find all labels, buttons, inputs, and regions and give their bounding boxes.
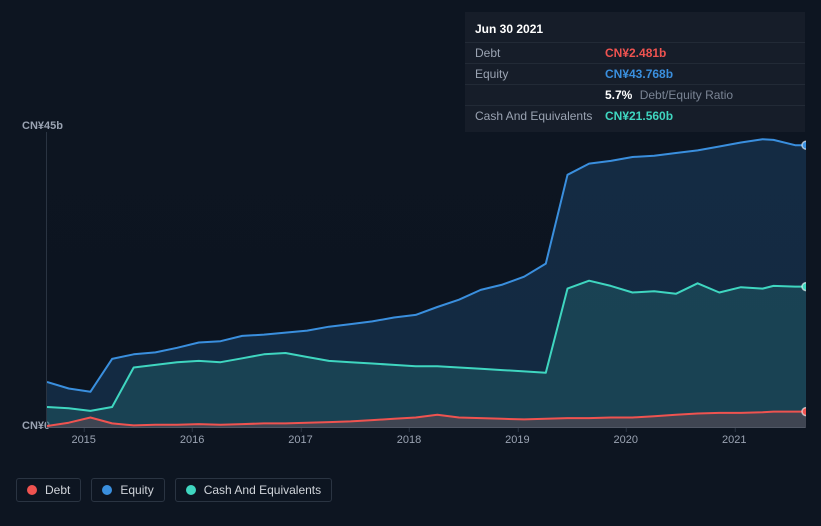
- tooltip-row-debt: Debt CN¥2.481b: [465, 42, 805, 63]
- swatch-debt: [27, 485, 37, 495]
- tooltip-row-ratio: 5.7% Debt/Equity Ratio: [465, 84, 805, 105]
- legend-item-equity[interactable]: Equity: [91, 478, 164, 502]
- tooltip-value: CN¥43.768b: [605, 67, 673, 81]
- x-tick: 2020: [614, 434, 638, 446]
- chart-tooltip: Jun 30 2021 Debt CN¥2.481b Equity CN¥43.…: [465, 12, 805, 132]
- legend-item-debt[interactable]: Debt: [16, 478, 81, 502]
- legend-label: Debt: [45, 483, 70, 497]
- chart-svg: [47, 132, 806, 428]
- legend-item-cash[interactable]: Cash And Equivalents: [175, 478, 332, 502]
- ratio-text: Debt/Equity Ratio: [640, 88, 733, 102]
- tooltip-ratio: 5.7% Debt/Equity Ratio: [605, 88, 733, 102]
- tooltip-row-equity: Equity CN¥43.768b: [465, 63, 805, 84]
- ratio-pct: 5.7%: [605, 88, 632, 102]
- x-tick: 2019: [505, 434, 529, 446]
- x-tick: 2021: [722, 434, 746, 446]
- tooltip-value: CN¥2.481b: [605, 46, 666, 60]
- tooltip-label: Equity: [475, 67, 605, 81]
- swatch-cash: [186, 485, 196, 495]
- x-tick: 2015: [71, 434, 95, 446]
- x-tick: 2016: [180, 434, 204, 446]
- x-tick: 2018: [397, 434, 421, 446]
- chart-area[interactable]: CN¥45b CN¥0 2015201620172018201920202021: [16, 120, 805, 440]
- tooltip-label: [475, 88, 605, 102]
- tooltip-label: Debt: [475, 46, 605, 60]
- swatch-equity: [102, 485, 112, 495]
- legend: Debt Equity Cash And Equivalents: [16, 478, 332, 502]
- chart-container: Jun 30 2021 Debt CN¥2.481b Equity CN¥43.…: [0, 0, 821, 526]
- tooltip-date: Jun 30 2021: [465, 18, 805, 42]
- legend-label: Cash And Equivalents: [204, 483, 321, 497]
- legend-label: Equity: [120, 483, 153, 497]
- plot-region[interactable]: [46, 132, 805, 428]
- y-axis-label-max: CN¥45b: [22, 120, 63, 132]
- x-axis: 2015 2016 2017 2018 2019 2020 2021: [62, 434, 821, 454]
- x-tick: 2017: [288, 434, 312, 446]
